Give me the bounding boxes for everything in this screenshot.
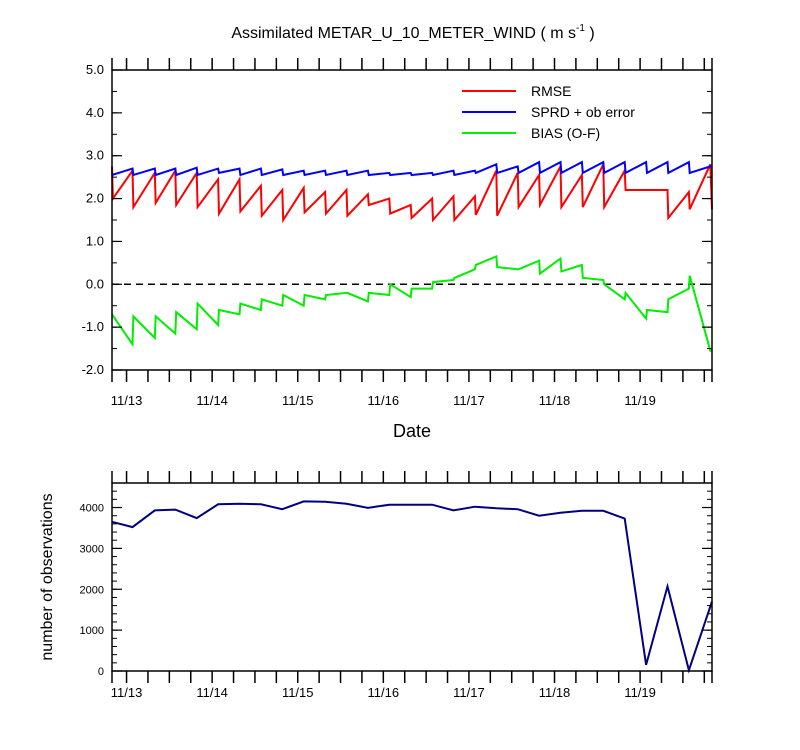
bottom-plot-frame xyxy=(111,482,713,672)
series-line-rmse xyxy=(111,162,713,224)
y-tick-label: 4000 xyxy=(80,503,104,515)
x-tick-label: 11/15 xyxy=(282,393,314,408)
x-tick-label: 11/13 xyxy=(111,685,143,700)
x-tick-label: 11/16 xyxy=(368,393,400,408)
series-line-sprd-ob-error xyxy=(111,160,712,177)
top-series-layer xyxy=(111,160,713,352)
y-axis-title-observations: number of observations xyxy=(39,493,56,660)
legend-label-bias-o-f: BIAS (O-F) xyxy=(531,125,600,141)
legend-label-sprd-ob-error: SPRD + ob error xyxy=(531,104,635,120)
x-tick-label: 11/19 xyxy=(624,393,656,408)
bottom-plot: 0 1000 2000 3000 4000 11/13 11/14 11/15 11/16 11/… xyxy=(80,471,713,700)
x-tick-label: 11/18 xyxy=(539,393,571,408)
top-tick-labels: -2.0 -1.0 0.0 1.0 2.0 3.0 4.0 5.0 11/13 11/14 11/1… xyxy=(82,62,656,408)
y-tick-label: 5.0 xyxy=(86,62,104,77)
x-tick-label: 11/19 xyxy=(624,685,656,700)
y-tick-label: 3.0 xyxy=(86,148,104,163)
y-tick-label: 2000 xyxy=(80,584,104,596)
y-tick-label: 4.0 xyxy=(86,105,104,120)
chart-title: Assimilated METAR_U_10_METER_WIND ( m s-… xyxy=(231,23,594,42)
x-tick-label: 11/17 xyxy=(453,393,485,408)
x-tick-label: 11/16 xyxy=(368,685,400,700)
x-tick-label: 11/17 xyxy=(453,685,485,700)
x-tick-label: 11/14 xyxy=(196,393,228,408)
chart-title-units-sup: -1 xyxy=(576,23,585,34)
y-tick-label: 1000 xyxy=(80,625,104,637)
y-tick-label: 1.0 xyxy=(86,233,104,248)
x-tick-label: 11/15 xyxy=(282,685,314,700)
x-tick-label: 11/14 xyxy=(196,685,228,700)
legend-label-rmse: RMSE xyxy=(531,83,571,99)
top-plot: -2.0 -1.0 0.0 1.0 2.0 3.0 4.0 5.0 11/13 11/14 11/1… xyxy=(82,58,713,408)
y-tick-label: 0.0 xyxy=(86,276,104,291)
bottom-ticks-layer xyxy=(111,471,713,683)
y-tick-label: 0 xyxy=(98,666,104,678)
x-tick-label: 11/18 xyxy=(539,685,571,700)
chart-title-main: Assimilated METAR_U_10_METER_WIND xyxy=(231,25,536,42)
y-tick-label: 3000 xyxy=(80,543,104,555)
y-tick-label: -2.0 xyxy=(82,362,104,377)
x-axis-title: Date xyxy=(393,421,431,441)
chart-title-units: ( m s xyxy=(540,25,576,42)
bottom-series-layer xyxy=(111,500,713,674)
y-tick-label: -1.0 xyxy=(82,319,104,334)
chart-title-units-close: ) xyxy=(585,25,595,42)
series-line-bias-o-f xyxy=(111,254,712,352)
series-line-observations-0 xyxy=(111,500,713,674)
x-tick-label: 11/13 xyxy=(111,393,143,408)
bottom-tick-labels: 0 1000 2000 3000 4000 11/13 11/14 11/15 11/16 11/… xyxy=(80,503,656,700)
y-tick-label: 2.0 xyxy=(86,191,104,206)
top-ticks-layer xyxy=(111,58,713,382)
legend: RMSE SPRD + ob error BIAS (O-F) xyxy=(462,83,635,141)
